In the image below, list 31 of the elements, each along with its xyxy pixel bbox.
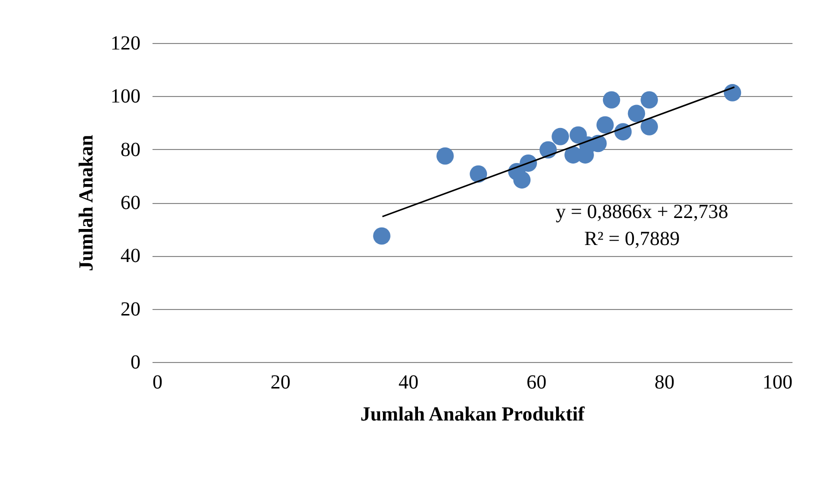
point [640,91,658,109]
point [596,116,614,134]
point [570,126,587,144]
point [470,165,488,183]
point [513,171,531,189]
x-tick-label: 40 [398,372,418,394]
y-tick-label: 60 [120,192,140,214]
x-tick-label: 60 [526,372,546,394]
point [552,128,569,146]
point [602,91,620,109]
y-tick-label: 120 [110,32,140,54]
point [540,141,557,159]
point [724,84,742,102]
y-tick-label: 0 [130,352,140,374]
y-axis-title: Jumlah Anakan [76,134,98,272]
annotation: R² = 0,7889 [584,228,680,250]
y-tick-label: 40 [120,245,140,268]
point [640,118,658,136]
y-tick-label: 80 [120,138,140,161]
point [436,147,454,165]
annotation: y = 0,8866x + 22,738 [556,201,728,223]
point [373,227,390,245]
x-tick-label: 100 [762,372,792,394]
x-axis-title: Jumlah Anakan Produktif [360,404,585,426]
x-tick-label: 0 [152,372,162,394]
point [628,104,646,122]
x-tick-label: 20 [270,372,290,394]
y-tick-label: 20 [120,298,140,320]
y-tick-label: 100 [110,86,140,108]
x-tick-label: 80 [654,372,674,394]
point [614,123,632,140]
